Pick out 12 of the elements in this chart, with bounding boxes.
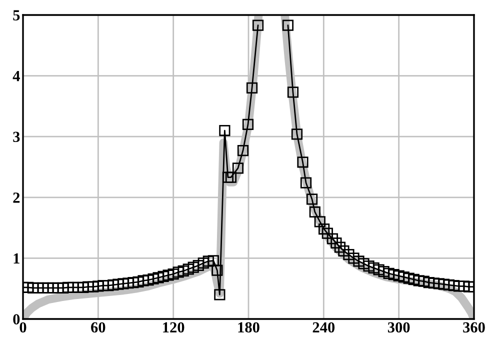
- x-tick-label: 240: [312, 322, 335, 333]
- y-tick-label: 1: [14, 253, 20, 264]
- y-tick-label: 4: [12, 71, 20, 82]
- y-tick-label: 3: [13, 132, 20, 142]
- x-tick-label: 180: [238, 322, 260, 333]
- y-tick-label: 0: [13, 314, 20, 324]
- y-tick-label: 2: [13, 192, 20, 203]
- x-tick-label: 360: [463, 322, 485, 333]
- y-tick-label: 5: [13, 10, 20, 20]
- x-tick-label: 300: [388, 322, 410, 333]
- x-tick-label: 120: [163, 322, 184, 333]
- x-tick-label: 60: [91, 322, 106, 333]
